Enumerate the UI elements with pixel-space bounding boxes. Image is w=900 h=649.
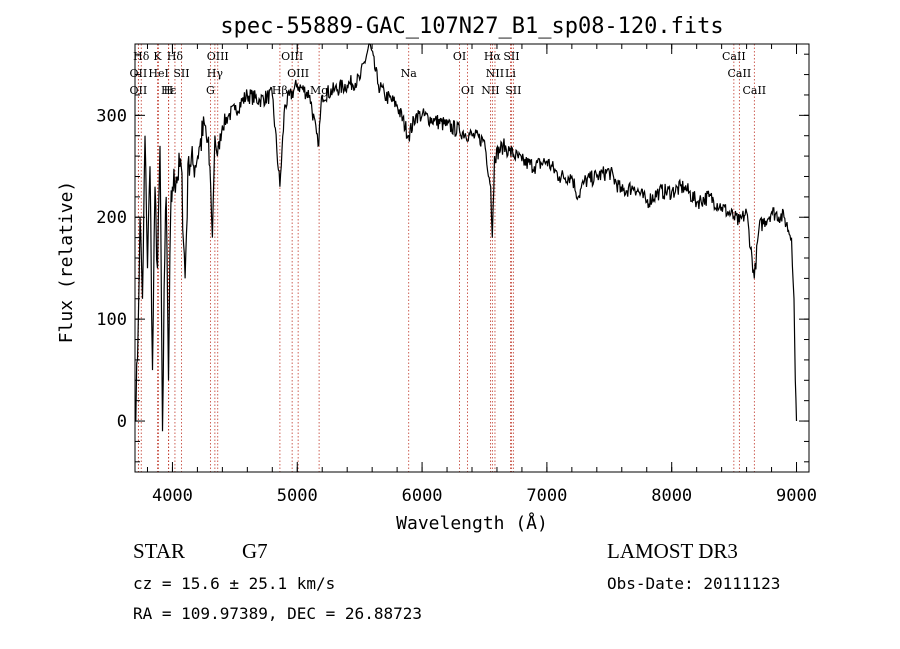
- line-label: Na: [401, 67, 418, 80]
- y-tick-label: 100: [96, 310, 127, 330]
- line-label: CaII: [728, 67, 752, 80]
- line-label: Hε: [161, 84, 177, 97]
- x-tick-label: 9000: [776, 486, 817, 506]
- spectral-subclass: G7: [242, 539, 268, 563]
- x-tick-label: 7000: [526, 486, 567, 506]
- line-label: OIII: [281, 50, 303, 63]
- line-label: SII: [505, 84, 521, 97]
- line-label: SII: [173, 67, 189, 80]
- y-axis: 0 100 200 300: [96, 53, 809, 463]
- line-label: Li: [505, 67, 516, 80]
- redshift-cz: cz = 15.6 ± 25.1 km/s: [133, 574, 336, 593]
- line-label: Hα: [484, 50, 502, 63]
- line-label: Hδ: [133, 50, 150, 63]
- x-tick-label: 6000: [402, 486, 443, 506]
- line-label: OI: [453, 50, 466, 63]
- line-label: OIII: [287, 67, 309, 80]
- line-label: Hβ: [272, 84, 288, 97]
- observation-date: Obs-Date: 20111123: [607, 574, 781, 593]
- coordinates: RA = 109.97389, DEC = 26.88723: [133, 604, 422, 623]
- line-label: G: [206, 84, 215, 97]
- x-tick-label: 8000: [651, 486, 692, 506]
- x-axis: 4000 5000 6000 7000 8000 9000: [146, 44, 817, 506]
- line-label: OII: [130, 67, 148, 80]
- line-label: CaII: [742, 84, 766, 97]
- y-tick-label: 300: [96, 106, 127, 126]
- spectrum-line: [135, 43, 798, 432]
- survey-name: LAMOST DR3: [607, 539, 738, 563]
- line-label: SII: [503, 50, 519, 63]
- line-label: Hδ: [167, 50, 184, 63]
- line-label: H: [164, 84, 174, 97]
- line-label: Hγ: [207, 67, 224, 80]
- y-tick-label: 200: [96, 208, 127, 228]
- line-label: NII: [481, 84, 499, 97]
- spectrum-chart: spec-55889-GAC_107N27_B1_sp08-120.fits 4…: [56, 14, 817, 534]
- line-label: K: [153, 50, 162, 63]
- x-axis-label: Wavelength (Å): [396, 512, 548, 534]
- y-tick-label: 0: [117, 412, 127, 432]
- x-tick-label: 4000: [152, 486, 193, 506]
- object-class: STAR: [133, 539, 185, 563]
- line-label: Mg: [310, 84, 328, 97]
- chart-title: spec-55889-GAC_107N27_B1_sp08-120.fits: [220, 14, 723, 39]
- x-tick-label: 5000: [277, 486, 318, 506]
- line-label: OI: [461, 84, 474, 97]
- line-label: CaII: [722, 50, 746, 63]
- line-label: OII: [130, 84, 148, 97]
- line-label: OIII: [207, 50, 229, 63]
- line-label: NII: [486, 67, 504, 80]
- line-label: HeI: [148, 67, 168, 80]
- y-axis-label: Flux (relative): [56, 181, 77, 344]
